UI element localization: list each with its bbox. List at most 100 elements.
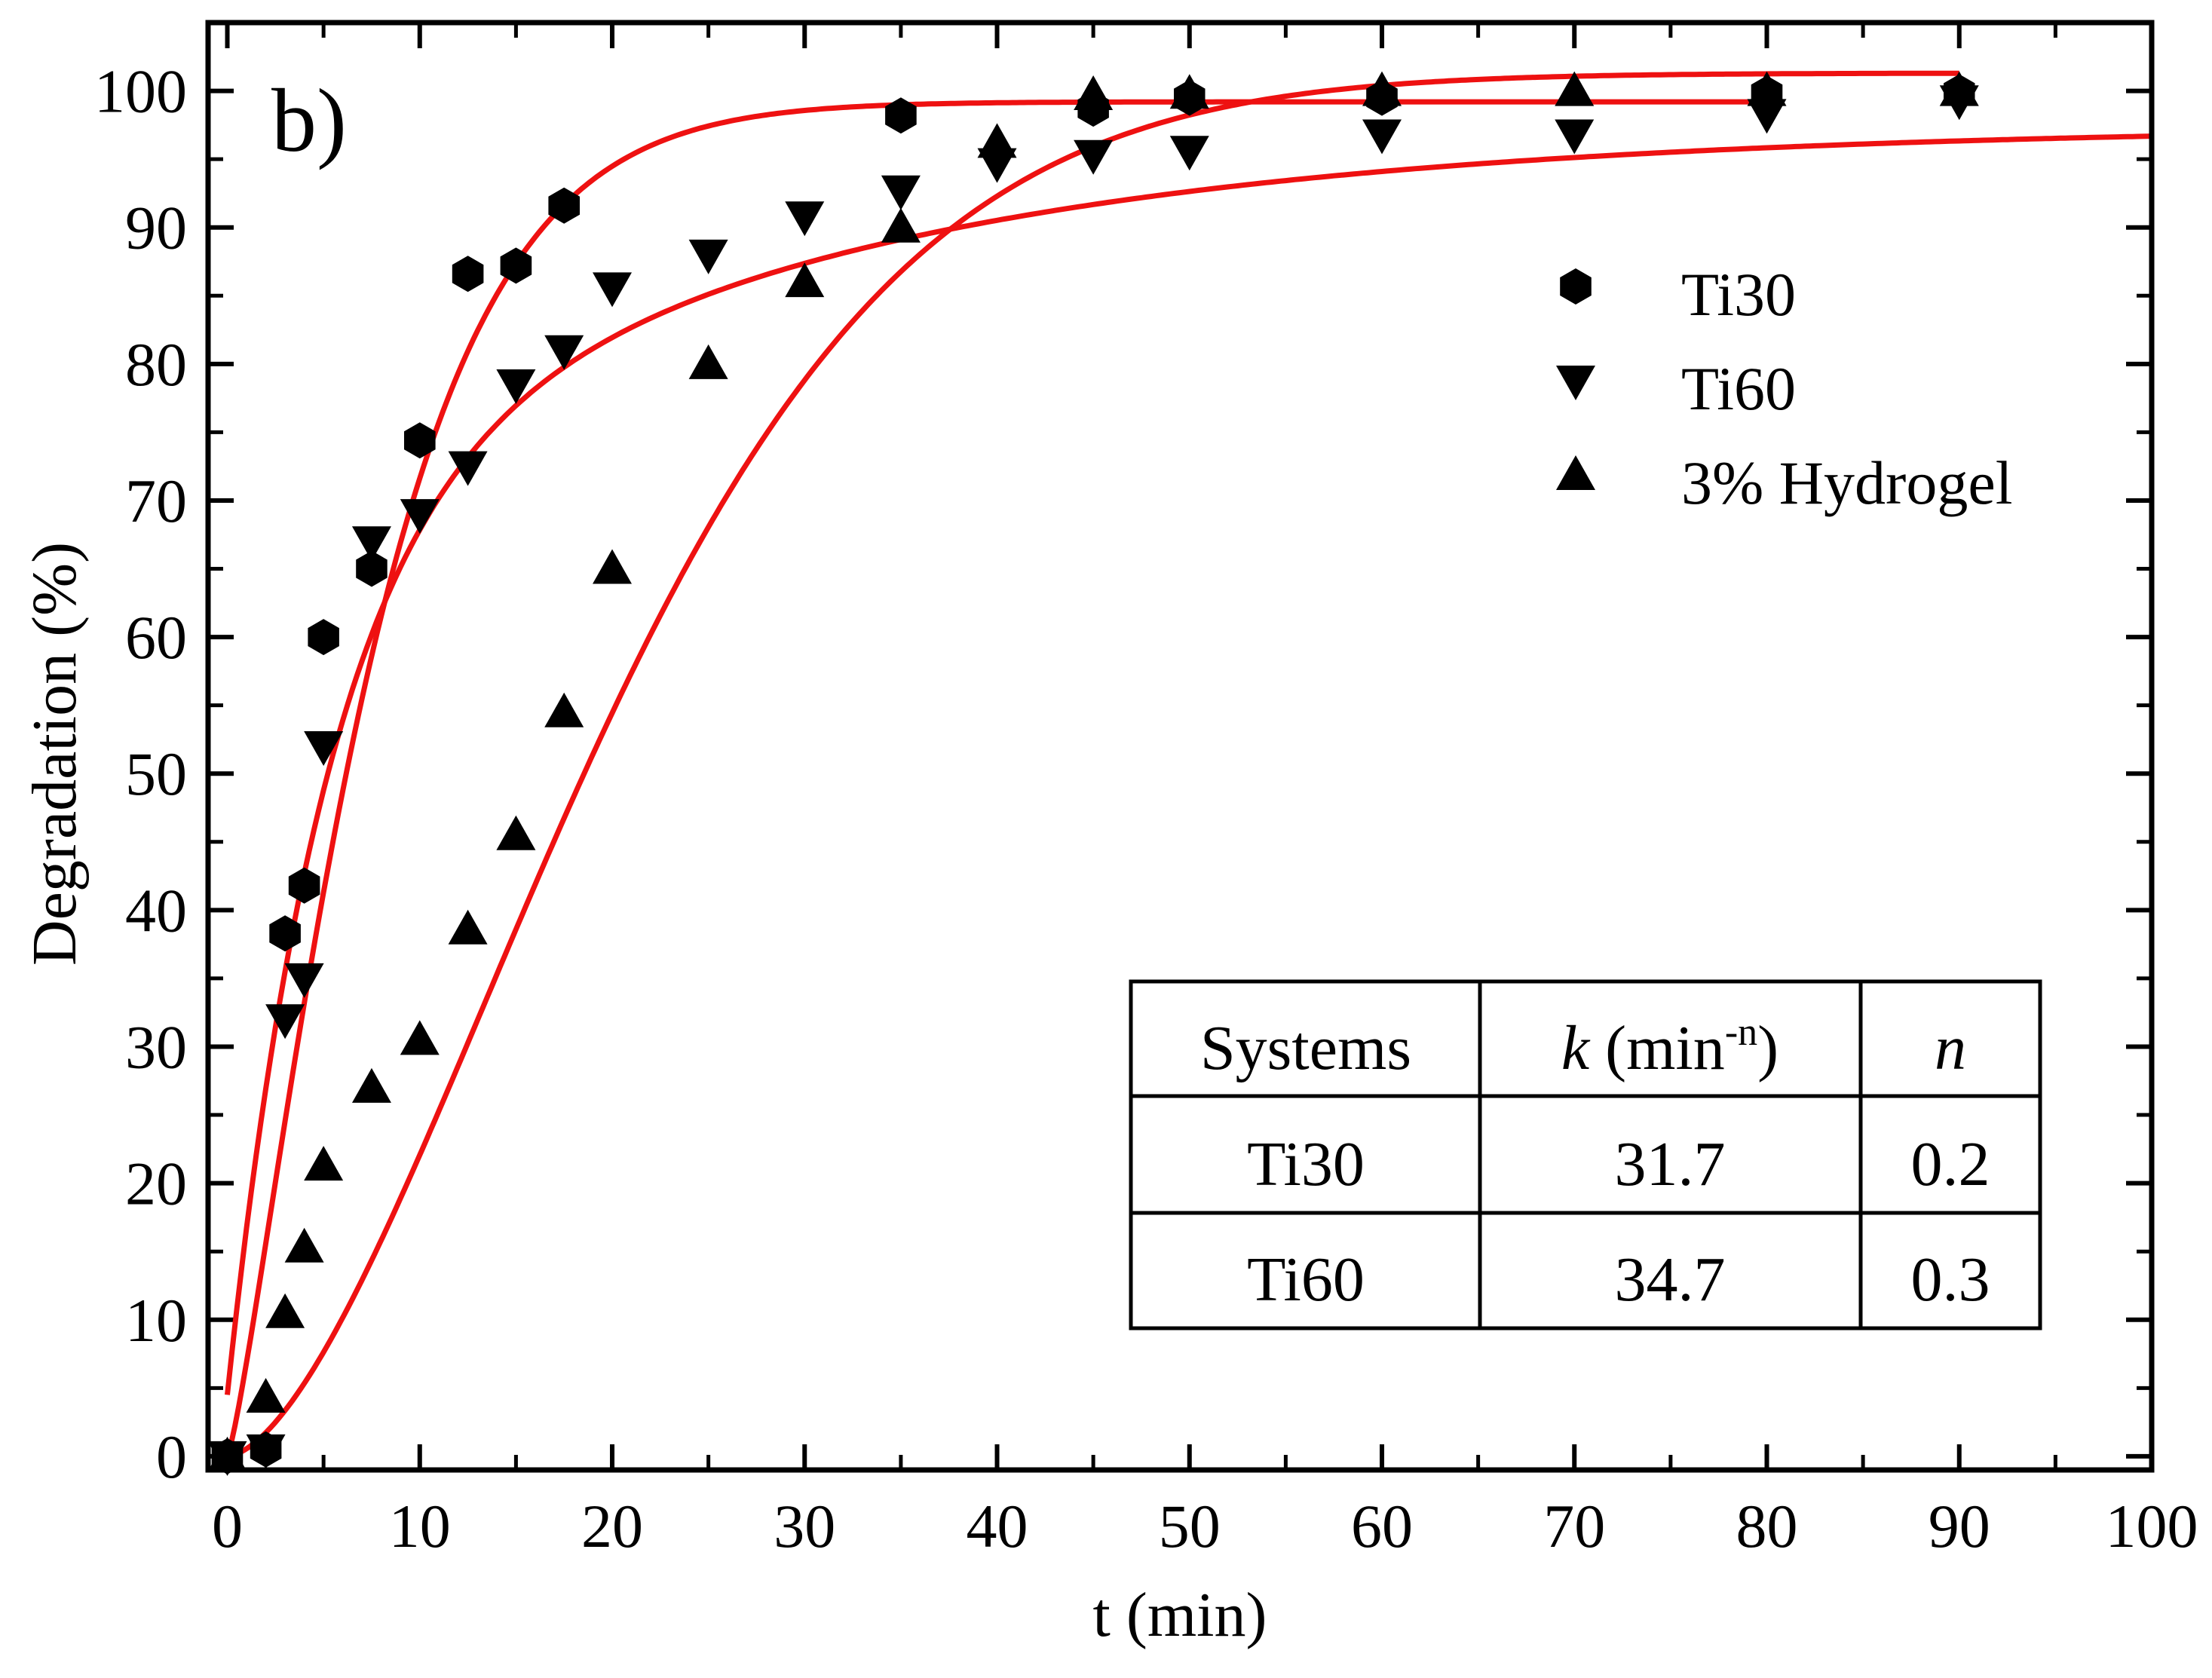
table-cell-k: 34.7 — [1615, 1245, 1726, 1315]
data-point — [544, 335, 584, 370]
x-tick-label: 80 — [1736, 1492, 1798, 1560]
data-point — [1362, 119, 1402, 155]
y-tick-label: 20 — [125, 1150, 187, 1218]
data-point — [1747, 71, 1787, 106]
data-point — [544, 692, 584, 727]
fit-curve-2 — [225, 133, 2152, 1395]
data-point — [1074, 75, 1114, 110]
y-tick-label: 10 — [125, 1286, 187, 1355]
data-point — [404, 422, 436, 459]
data-point — [452, 256, 484, 292]
y-tick-labels: 0 10 20 30 40 50 60 70 80 90 100 — [94, 57, 187, 1491]
data-point — [496, 369, 536, 404]
data-point — [1747, 99, 1787, 134]
x-tick-label: 40 — [967, 1492, 1028, 1560]
table-header-n: n — [1935, 1013, 1966, 1083]
y-axis-title: Degradation (%) — [20, 542, 90, 966]
legend: Ti30 Ti60 3% Hydrogel — [1556, 260, 2013, 517]
data-point — [785, 201, 825, 237]
x-axis-title: t (min) — [1093, 1580, 1267, 1650]
data-point — [496, 815, 536, 850]
data-point — [593, 549, 633, 584]
y-tick-label: 0 — [156, 1422, 187, 1491]
data-point — [1555, 71, 1595, 106]
data-point — [400, 1020, 440, 1055]
legend-label-ti30: Ti30 — [1681, 260, 1796, 329]
legend-label-ti60: Ti60 — [1681, 354, 1796, 423]
data-point — [351, 1067, 391, 1103]
fit-curve-1 — [225, 99, 1767, 1457]
data-point — [308, 619, 339, 656]
table-cell-k: 31.7 — [1615, 1129, 1726, 1199]
table-cell-system: Ti30 — [1247, 1129, 1365, 1199]
x-tick-label: 20 — [581, 1492, 643, 1560]
kinetics-table: Systems k (min-n) n Ti30 31.7 0.2 Ti60 3… — [1129, 979, 2042, 1330]
data-point — [1169, 74, 1209, 109]
data-point — [246, 1434, 286, 1469]
series-ti60 — [207, 85, 1979, 1476]
panel-label: b) — [271, 70, 347, 170]
data-point — [265, 1293, 305, 1328]
y-tick-label: 60 — [125, 603, 187, 672]
plot-frame — [205, 20, 2155, 1473]
x-tick-label: 100 — [2106, 1492, 2198, 1560]
series-3-hydrogel — [207, 71, 1979, 1471]
x-tick-labels: 0 10 20 30 40 50 60 70 80 90 100 — [212, 1492, 2198, 1560]
data-point — [304, 1146, 344, 1181]
x-tick-label: 10 — [389, 1492, 451, 1560]
x-tick-label: 30 — [774, 1492, 835, 1560]
data-point — [688, 344, 728, 379]
y-tick-label: 70 — [125, 467, 187, 535]
data-point — [400, 499, 440, 534]
data-point — [688, 239, 728, 274]
data-point — [351, 526, 391, 562]
data-point — [881, 175, 921, 210]
data-point — [207, 1436, 247, 1471]
y-tick-label: 80 — [125, 330, 187, 399]
y-tick-label: 90 — [125, 194, 187, 262]
x-tick-label: 60 — [1351, 1492, 1413, 1560]
data-point — [785, 262, 825, 298]
table-border — [1129, 979, 2042, 1330]
table-cell-system: Ti60 — [1247, 1245, 1365, 1315]
data-point — [1939, 71, 1979, 106]
data-point — [500, 247, 532, 284]
legend-marker-hydrogel — [1556, 455, 1595, 490]
x-tick-label: 0 — [212, 1492, 243, 1560]
legend-marker-shape — [1556, 366, 1595, 400]
data-point — [881, 207, 921, 243]
data-point — [1555, 119, 1595, 155]
legend-marker-shape — [1556, 455, 1595, 490]
data-point — [448, 909, 488, 945]
legend-marker-ti30 — [1560, 268, 1592, 305]
data-point — [1362, 71, 1402, 106]
y-tick-label: 50 — [125, 739, 187, 808]
y-tick-label: 40 — [125, 876, 187, 945]
data-point — [448, 451, 488, 486]
data-point — [269, 915, 301, 952]
legend-marker-ti60 — [1556, 366, 1595, 400]
data-point — [977, 123, 1017, 158]
data-point — [284, 963, 324, 998]
data-point — [304, 731, 344, 766]
data-point — [548, 187, 580, 224]
data-point — [356, 550, 388, 587]
table-header-k: k (min-n) — [1561, 1011, 1778, 1083]
x-tick-label: 70 — [1543, 1492, 1605, 1560]
data-point — [1074, 139, 1114, 175]
data-point — [593, 272, 633, 308]
data-markers — [207, 71, 1979, 1476]
axis-ticks — [208, 20, 2154, 1470]
data-point — [265, 1004, 305, 1040]
y-tick-label: 100 — [94, 57, 187, 126]
table-header-systems: Systems — [1200, 1013, 1411, 1083]
x-tick-label: 50 — [1159, 1492, 1221, 1560]
table-cell-n: 0.3 — [1911, 1245, 1990, 1315]
data-point — [1169, 136, 1209, 171]
legend-label-hydrogel: 3% Hydrogel — [1681, 449, 2013, 517]
data-point — [288, 867, 320, 904]
table-cell-n: 0.2 — [1911, 1129, 1990, 1199]
data-point — [885, 97, 917, 134]
